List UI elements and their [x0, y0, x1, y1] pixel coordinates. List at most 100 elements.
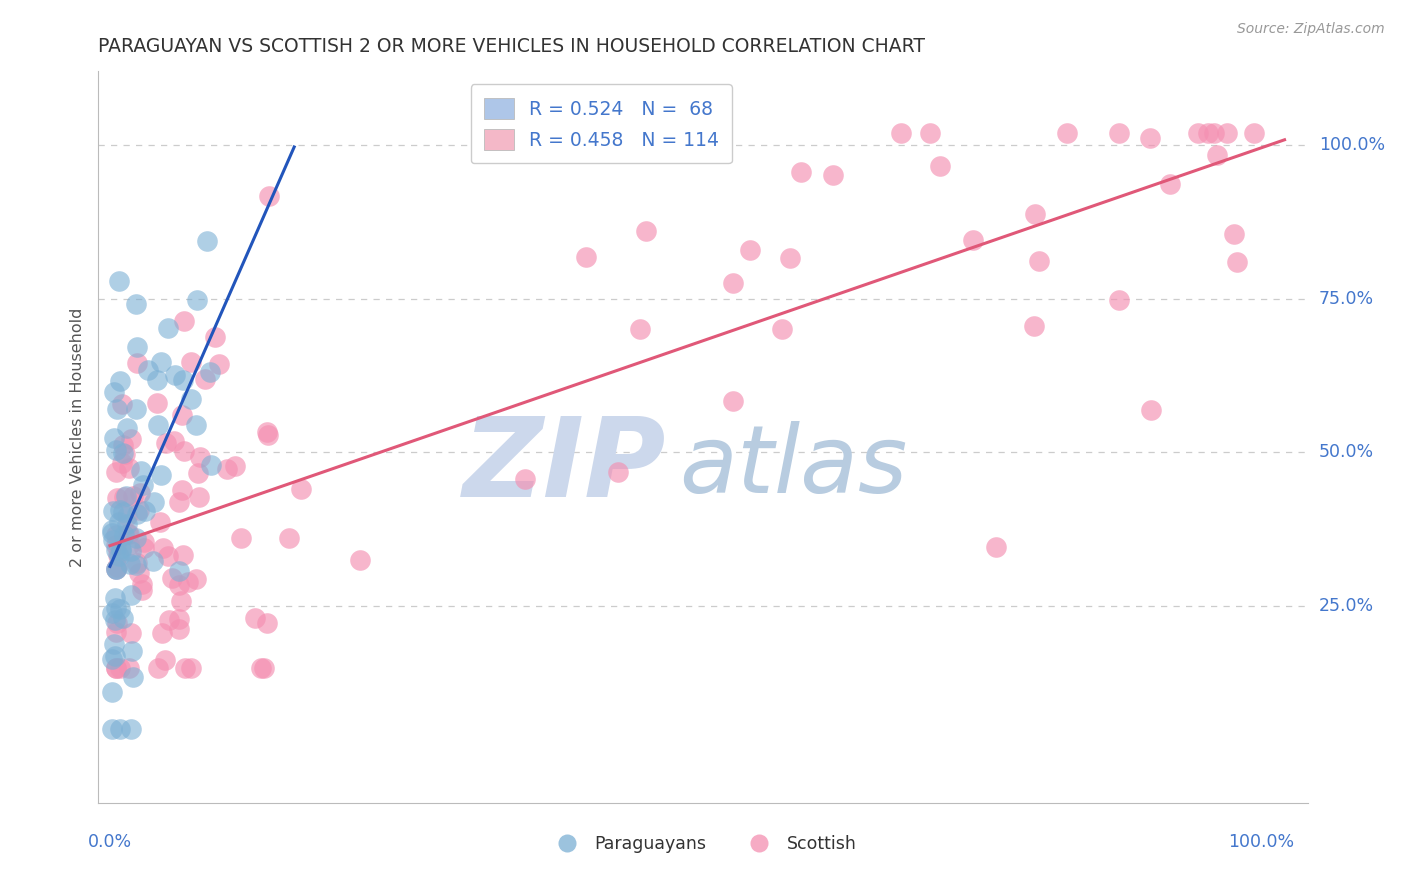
Point	[257, 428, 280, 442]
Point	[1202, 126, 1225, 140]
Point	[208, 357, 231, 371]
Point	[121, 489, 143, 503]
Point	[156, 321, 179, 335]
Point	[928, 159, 950, 173]
Point	[243, 611, 266, 625]
Point	[104, 465, 127, 479]
Point	[104, 649, 127, 664]
Point	[125, 558, 148, 572]
Point	[105, 491, 128, 505]
Point	[634, 224, 657, 238]
Point	[131, 577, 153, 591]
Point	[101, 722, 124, 736]
Point	[148, 515, 170, 529]
Point	[256, 425, 278, 439]
Y-axis label: 2 or more Vehicles in Household: 2 or more Vehicles in Household	[70, 308, 86, 566]
Point	[148, 660, 170, 674]
Point	[173, 314, 195, 328]
Point	[779, 251, 801, 265]
Point	[156, 549, 179, 563]
Point	[105, 542, 128, 557]
Point	[104, 538, 127, 552]
Point	[790, 164, 813, 178]
Point	[117, 508, 139, 523]
Point	[131, 583, 153, 598]
Point	[229, 531, 252, 545]
Point	[167, 578, 190, 592]
Point	[167, 612, 190, 626]
Point	[125, 340, 148, 354]
Point	[101, 504, 124, 518]
Point	[121, 643, 143, 657]
Point	[104, 613, 127, 627]
Point	[152, 541, 174, 555]
Point	[118, 526, 141, 541]
Point	[256, 615, 278, 630]
Point	[115, 421, 138, 435]
Point	[187, 466, 209, 480]
Point	[110, 602, 132, 616]
Point	[1187, 126, 1209, 140]
Point	[1216, 126, 1239, 140]
Point	[103, 384, 125, 399]
Point	[149, 467, 172, 482]
Point	[1022, 318, 1045, 333]
Point	[101, 533, 124, 548]
Point	[174, 660, 197, 674]
Point	[290, 482, 312, 496]
Point	[1206, 148, 1229, 162]
Point	[188, 450, 211, 465]
Text: 0.0%: 0.0%	[87, 833, 132, 851]
Point	[120, 722, 142, 736]
Point	[118, 558, 141, 572]
Point	[120, 543, 142, 558]
Point	[121, 670, 143, 684]
Point	[204, 330, 226, 344]
Point	[125, 296, 148, 310]
Point	[104, 591, 127, 605]
Point	[160, 571, 183, 585]
Point	[101, 652, 124, 666]
Point	[104, 528, 127, 542]
Text: ZIP: ZIP	[463, 413, 666, 520]
Point	[150, 355, 173, 369]
Point	[132, 535, 155, 549]
Text: 50.0%: 50.0%	[1319, 443, 1374, 461]
Point	[143, 495, 166, 509]
Point	[253, 660, 276, 674]
Point	[157, 613, 180, 627]
Point	[1056, 126, 1078, 140]
Point	[103, 432, 125, 446]
Point	[101, 526, 124, 541]
Point	[111, 397, 134, 411]
Point	[1139, 131, 1161, 145]
Text: Source: ZipAtlas.com: Source: ZipAtlas.com	[1237, 22, 1385, 37]
Point	[111, 456, 134, 470]
Point	[146, 396, 169, 410]
Text: 25.0%: 25.0%	[1319, 597, 1374, 615]
Text: 75.0%: 75.0%	[1319, 290, 1374, 308]
Point	[120, 588, 142, 602]
Point	[105, 560, 128, 574]
Point	[200, 458, 222, 473]
Point	[194, 372, 217, 386]
Point	[1140, 403, 1163, 417]
Point	[628, 322, 651, 336]
Point	[184, 418, 207, 433]
Point	[170, 594, 193, 608]
Point	[277, 531, 299, 545]
Text: 100.0%: 100.0%	[1229, 833, 1295, 851]
Point	[112, 446, 135, 460]
Point	[111, 504, 134, 518]
Point	[259, 188, 281, 202]
Point	[125, 531, 148, 545]
Point	[104, 562, 127, 576]
Point	[128, 503, 150, 517]
Point	[125, 402, 148, 417]
Point	[108, 660, 131, 674]
Point	[104, 562, 127, 576]
Point	[890, 126, 912, 140]
Point	[134, 504, 156, 518]
Point	[128, 486, 150, 500]
Point	[167, 564, 190, 578]
